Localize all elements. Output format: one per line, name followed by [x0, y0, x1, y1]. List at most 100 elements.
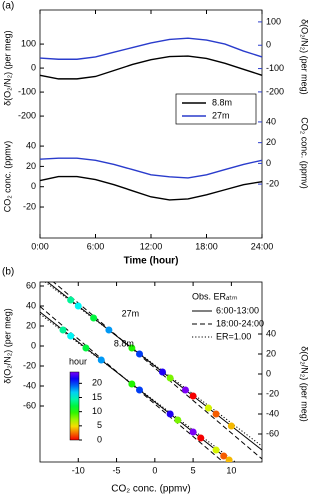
point — [227, 422, 235, 430]
colorbar-tick-label: 0 — [97, 434, 102, 444]
y-tick-label: -20 — [23, 360, 36, 370]
plot-area — [40, 282, 262, 462]
point — [82, 344, 90, 352]
y-tick-label: 20 — [266, 348, 276, 358]
point — [74, 302, 82, 310]
figure: (a) 0:00 6:00 12:00 18:00 24:00 Time (hour) -20… — [2, 1, 310, 495]
y-tick-label: 40 — [26, 300, 36, 310]
point — [220, 452, 228, 460]
series-label: 27m — [122, 308, 140, 318]
y-tick-label: -100 — [266, 63, 284, 73]
y-tick-label: -40 — [23, 380, 36, 390]
panel-label: (b) — [2, 267, 14, 278]
y-tick-label: -100 — [18, 86, 36, 96]
x-axis-title: Time (hour) — [124, 256, 179, 267]
y-tick-label: 20 — [266, 137, 276, 147]
legend-box — [175, 93, 257, 125]
point — [90, 314, 98, 322]
fit-line — [40, 306, 224, 462]
x-axis-title: CO₂ conc. (ppmv) — [111, 484, 190, 495]
x-tick-label: 18:00 — [195, 241, 218, 251]
fit-line — [52, 282, 262, 460]
y-tick-label: -60 — [266, 428, 279, 438]
series-line — [39, 175, 263, 201]
legend-title: Obs. ERₐₜₘ — [192, 291, 238, 301]
y-tick-label: -20 — [266, 178, 279, 188]
y-axis-title: δ(O₂/N₂) (per meg) — [2, 308, 12, 384]
colorbar-tick-label: 5 — [97, 420, 102, 430]
series-label: 8.8m — [114, 338, 134, 348]
point — [128, 380, 136, 388]
y-tick-label: 40 — [266, 116, 276, 126]
panel-label: (a) — [2, 1, 14, 12]
y-tick-label: 0 — [31, 62, 36, 72]
point — [97, 356, 105, 364]
y-tick-label: 40 — [266, 328, 276, 338]
y-tick-label: -40 — [266, 408, 279, 418]
y-tick-label: -60 — [23, 400, 36, 410]
y2-axis-title: δ(O₂/N₂) (per meg) — [300, 19, 310, 95]
colorbar-tick-label: 20 — [92, 378, 102, 388]
colorbar — [69, 371, 80, 441]
x-tick-label: 0 — [152, 465, 157, 475]
x-tick-label: 0:00 — [31, 241, 49, 251]
colorbar-tick-label: 10 — [92, 406, 102, 416]
x-tick-label: 12:00 — [140, 241, 163, 251]
x-tick-label: 24:00 — [251, 241, 274, 251]
legend-label: 27m — [212, 110, 230, 120]
y-tick-label: 0 — [266, 40, 271, 50]
x-tick-label: 10 — [226, 465, 236, 475]
point — [225, 456, 233, 462]
y2-axis-title: CO₂ conc. (ppmv) — [300, 117, 310, 189]
point — [166, 374, 174, 382]
y-tick-label: 100 — [21, 38, 36, 48]
point — [189, 428, 197, 436]
y-tick-label: 20 — [26, 161, 36, 171]
point — [181, 386, 189, 394]
y-tick-label: -200 — [266, 86, 284, 96]
plot-frame — [39, 281, 263, 463]
series-line — [39, 37, 263, 60]
y-tick-label: 20 — [26, 320, 36, 330]
y-tick-label: -20 — [266, 388, 279, 398]
point — [59, 326, 67, 334]
point — [189, 392, 197, 400]
y-tick-label: -20 — [23, 201, 36, 211]
point — [136, 350, 144, 358]
point — [67, 332, 75, 340]
x-tick-label: -5 — [113, 465, 121, 475]
point — [212, 446, 220, 454]
point — [136, 386, 144, 394]
point — [128, 344, 136, 352]
y-tick-label: 0 — [31, 181, 36, 191]
point — [174, 416, 182, 424]
legend-label: ER=1.00 — [216, 331, 251, 341]
series-line — [39, 55, 263, 80]
point — [166, 410, 174, 418]
y-tick-label: 40 — [26, 140, 36, 150]
point — [67, 296, 75, 304]
y-tick-label: 0 — [31, 340, 36, 350]
y2-axis-title: δ(O₂/N₂) (per meg) — [300, 346, 310, 422]
y-tick-label: 0 — [266, 368, 271, 378]
y-tick-label: 60 — [26, 280, 36, 290]
legend-label: 8.8m — [212, 97, 232, 107]
x-tick-label: 6:00 — [87, 241, 105, 251]
y-tick-label: 100 — [266, 16, 281, 26]
x-tick-label: 5 — [191, 465, 196, 475]
colorbar-title: hour — [69, 356, 87, 366]
series-line — [39, 157, 263, 179]
y-tick-label: 0 — [266, 158, 271, 168]
point — [212, 410, 220, 418]
point — [197, 434, 205, 442]
y-tick-label: -200 — [18, 110, 36, 120]
legend-label: 18:00-24:00 — [216, 318, 264, 328]
x-tick-label: -10 — [72, 465, 85, 475]
point — [158, 368, 166, 376]
point — [204, 404, 212, 412]
y-axis-title: CO₂ conc. (ppmv) — [2, 141, 12, 213]
colorbar-tick-label: 15 — [92, 392, 102, 402]
y-axis-title: δ(O₂/N₂) (per meg) — [2, 30, 12, 106]
point — [105, 326, 113, 334]
legend-label: 6:00-13:00 — [216, 305, 259, 315]
